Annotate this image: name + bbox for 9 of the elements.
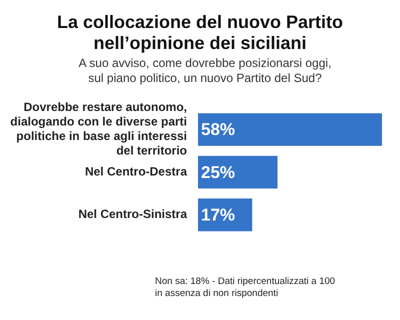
text: Non sa: 18% - Dati ripercentualizzati a 100 in assenza di non rispondenti <box>155 276 336 300</box>
y-tick-label: Nel Centro-Destra <box>84 164 188 179</box>
chart-title: La collocazione del nuovo Partito nell’opinione dei siciliani <box>56 12 344 54</box>
data-label: 17% <box>201 206 236 225</box>
y-tick-label: Dovrebbe restare autonomo, dialogando con le diverse parti politiche in base agli interessi del territorio <box>10 100 187 158</box>
data-label: 25% <box>201 162 236 182</box>
y-tick-label: Nel Centro-Sinistra <box>78 207 188 222</box>
chart-subtitle: A suo avviso, come dovrebbe posizionarsi oggi, sul piano politico, un nuovo Partito del Sud? <box>78 56 332 86</box>
data-label: 58% <box>201 120 236 140</box>
